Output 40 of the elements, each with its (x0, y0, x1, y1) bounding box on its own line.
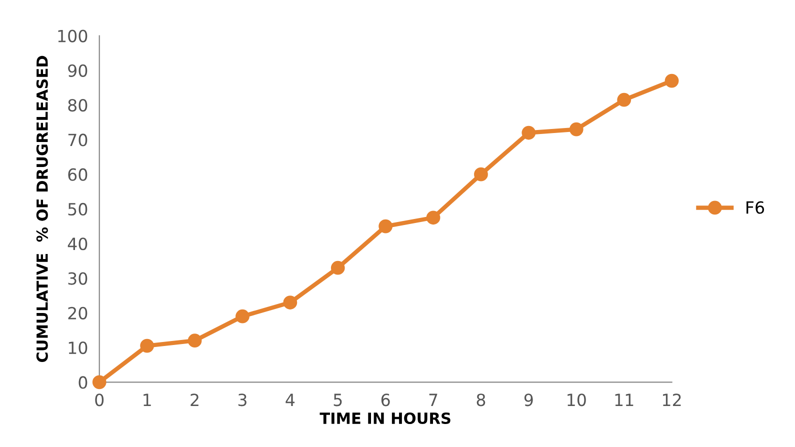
x-tick-label: 1 (144, 394, 151, 406)
y-tick-label: 70 (68, 134, 88, 146)
y-tick-label: 80 (68, 99, 88, 112)
point (617, 92, 632, 107)
point (569, 122, 584, 136)
point (664, 74, 679, 88)
point (330, 260, 345, 275)
x-tick-label: 8 (476, 394, 486, 406)
point (283, 296, 298, 310)
point (92, 375, 106, 390)
x-tick-label: 0 (95, 394, 104, 406)
y-tick-label: 0 (78, 376, 88, 389)
y-tick-label: 10 (68, 342, 88, 354)
y-tick-label: 20 (68, 306, 88, 320)
y-tick-label: 100 (58, 30, 88, 42)
point (426, 210, 440, 225)
x-tick-label: 4 (286, 394, 295, 406)
point (236, 309, 250, 324)
x-tick-label: 9 (524, 394, 533, 406)
x-tick-label: 7 (429, 394, 438, 406)
y-tick-label: 50 (68, 202, 88, 216)
x-tick-label: 5 (334, 394, 342, 406)
y-tick-label: 40 (68, 238, 88, 250)
y-tick-label: 60 (68, 168, 88, 181)
point (140, 338, 154, 353)
y-axis-title: CUMULATIVE % OF DRUGRELEASED (36, 56, 48, 362)
x-tick-label: 3 (238, 394, 246, 406)
point (474, 167, 488, 182)
x-axis-title: TIME IN HOURS (320, 412, 450, 424)
point (188, 334, 202, 348)
x-tick-label: 2 (190, 394, 198, 406)
x-tick-label: 10 (568, 394, 586, 406)
x-tick-label: 12 (663, 394, 681, 406)
x-tick-label: 11 (615, 394, 634, 406)
y-tick-label: 30 (68, 272, 88, 285)
point (522, 126, 536, 140)
y-tick-label: 90 (68, 64, 88, 77)
legend-label: F6 (746, 201, 764, 214)
x-tick-label: 6 (381, 394, 390, 406)
point (378, 219, 393, 234)
